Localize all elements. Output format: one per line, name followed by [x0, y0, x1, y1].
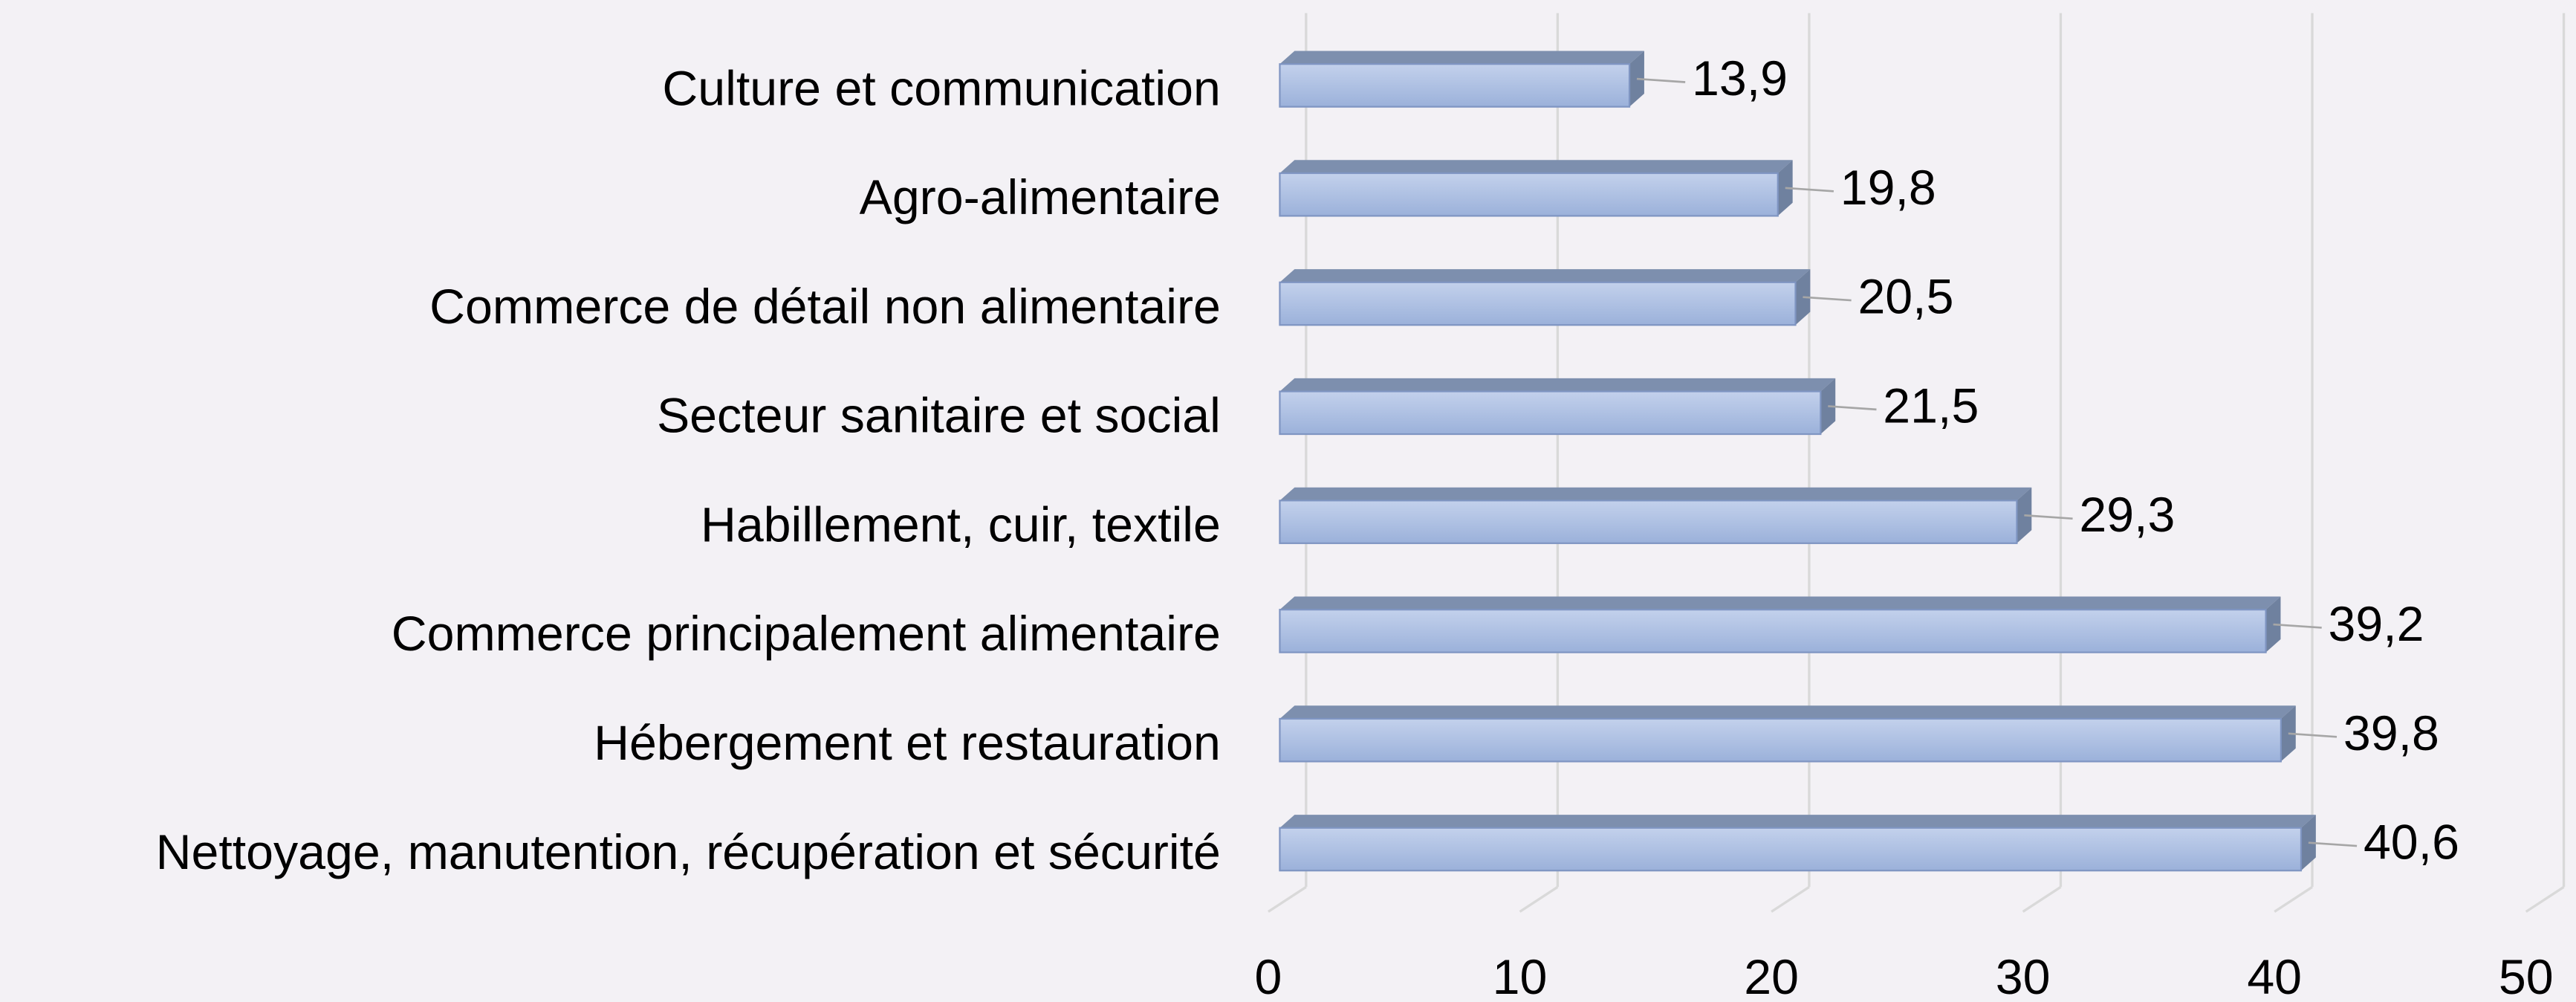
data-label: 40,6 [2364, 815, 2459, 870]
bar-top [1279, 487, 2032, 501]
data-label: 19,8 [1840, 161, 1936, 216]
bar-front [1279, 281, 1797, 326]
data-label: 29,3 [2079, 488, 2175, 543]
bar [1279, 269, 1811, 326]
floor-line [1519, 885, 1559, 913]
bar [1279, 160, 1793, 217]
bar [1279, 51, 1644, 108]
floor-line [2525, 885, 2565, 913]
bar-end [1820, 378, 1836, 435]
data-label: 13,9 [1692, 51, 1788, 106]
category-label: Commerce de détail non alimentaire [429, 279, 1221, 334]
floor-line [2022, 885, 2062, 913]
floor-line [1771, 885, 1810, 913]
bar-top [1279, 705, 2296, 719]
bar-end [2265, 596, 2281, 653]
bar-front [1279, 609, 2267, 653]
leader-line [1636, 77, 1686, 83]
x-tick-label: 50 [2499, 950, 2554, 1002]
bar-top [1279, 596, 2281, 610]
x-tick-label: 30 [1996, 950, 2051, 1002]
x-tick-label: 10 [1493, 950, 1548, 1002]
bar [1279, 705, 2296, 763]
category-label: Agro-alimentaire [860, 170, 1221, 225]
bar-front [1279, 827, 2303, 872]
floor-line [2274, 885, 2313, 913]
x-tick-label: 40 [2247, 950, 2302, 1002]
data-label: 39,2 [2329, 597, 2424, 652]
bar-front [1279, 717, 2282, 763]
category-label: Culture et communication [662, 61, 1221, 116]
x-tick-label: 20 [1744, 950, 1799, 1002]
bar-top [1279, 160, 1793, 173]
bar-top [1279, 815, 2316, 828]
data-label: 39,8 [2343, 706, 2439, 761]
leader-line [2288, 732, 2337, 738]
bar [1279, 596, 2281, 653]
bar-top [1279, 269, 1811, 282]
leader-line [1785, 187, 1834, 193]
category-label: Commerce principalement alimentaire [392, 607, 1221, 662]
bar [1279, 487, 2032, 544]
leader-line [1803, 296, 1852, 302]
category-label: Secteur sanitaire et social [657, 389, 1221, 444]
bar [1279, 378, 1836, 436]
bar-front [1279, 500, 2018, 544]
bar [1279, 815, 2316, 872]
leader-line [2024, 514, 2073, 520]
data-label: 20,5 [1858, 270, 1953, 325]
bar-front [1279, 172, 1779, 217]
leader-line [2308, 841, 2358, 847]
floor-line [1268, 885, 1307, 913]
bar-front [1279, 63, 1631, 108]
data-label: 21,5 [1883, 378, 1979, 433]
x-tick-label: 0 [1255, 950, 1282, 1002]
leader-line [2273, 623, 2322, 629]
bar-top [1279, 51, 1644, 65]
category-label: Hébergement et restauration [594, 716, 1221, 771]
category-label: Nettoyage, manutention, récupération et … [156, 825, 1221, 880]
bar-top [1279, 378, 1836, 392]
bar-front [1279, 390, 1822, 436]
leader-line [1828, 405, 1877, 411]
category-label: Habillement, cuir, textile [701, 497, 1221, 552]
